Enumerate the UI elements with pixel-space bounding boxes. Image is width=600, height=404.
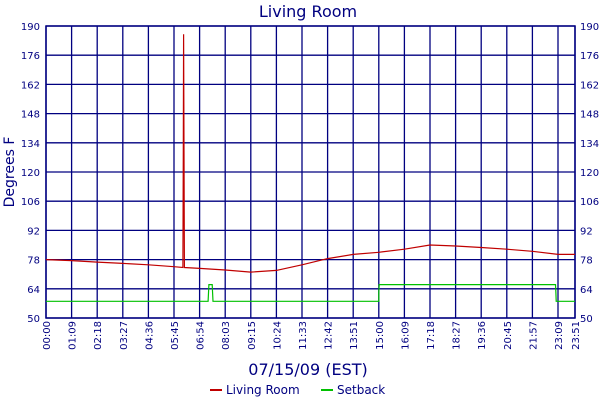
legend-label-setback: Setback	[337, 383, 385, 397]
x-tick-label: 16:09	[400, 321, 411, 350]
grid	[45, 25, 576, 319]
y-tick-label-right: 78	[580, 256, 593, 267]
y-tick-label-left: 92	[27, 226, 40, 237]
x-tick-label: 19:36	[477, 321, 488, 350]
y-tick-label-left: 78	[27, 256, 40, 267]
x-tick-label: 23:09	[554, 321, 565, 350]
chart-title: Living Room	[259, 2, 357, 21]
y-tick-labels: 50 50 64 64 78 78 92 92 106 106 120 120 134 134 148 148…	[21, 22, 599, 325]
plot-border	[45, 25, 576, 319]
y-tick-label-left: 148	[21, 110, 40, 121]
x-tick-label: 01:09	[68, 321, 79, 350]
series-lines	[45, 34, 575, 302]
x-tick-label: 15:00	[375, 321, 386, 350]
y-tick-label-right: 64	[580, 285, 593, 296]
series-line-living-room	[45, 34, 575, 273]
x-tick-label: 02:18	[93, 321, 104, 350]
x-tick-label: 13:51	[349, 321, 360, 350]
y-tick-label-right: 162	[580, 80, 599, 91]
x-tick-label: 11:33	[298, 321, 309, 350]
x-tick-label: 12:42	[324, 321, 335, 350]
x-tick-label: 21:57	[528, 321, 539, 350]
y-tick-label-left: 176	[21, 51, 40, 62]
x-tick-label: 08:03	[221, 321, 232, 350]
y-tick-label-left: 190	[21, 22, 40, 33]
legend: Living Room Setback	[210, 383, 385, 397]
y-tick-label-right: 134	[580, 139, 599, 150]
x-tick-label: 20:45	[503, 321, 514, 350]
y-tick-label-left: 162	[21, 80, 40, 91]
x-tick-label: 06:54	[196, 321, 207, 350]
y-tick-label-right: 148	[580, 110, 599, 121]
y-axis-label: Degrees F	[2, 137, 18, 208]
x-tick-label: 10:24	[272, 321, 283, 350]
x-tick-label: 23:51	[571, 321, 582, 350]
y-tick-label-left: 120	[21, 168, 40, 179]
x-tick-label: 03:27	[119, 321, 130, 350]
y-tick-label-right: 50	[580, 314, 593, 325]
x-tick-label: 09:15	[247, 321, 258, 350]
x-axis-label: 07/15/09 (EST)	[248, 360, 367, 379]
y-tick-label-left: 106	[21, 197, 40, 208]
x-tick-label: 00:00	[42, 321, 53, 350]
y-tick-label-right: 92	[580, 226, 593, 237]
y-tick-label-right: 176	[580, 51, 599, 62]
x-tick-labels: 00:00 01:09 02:18 03:27 04:36 05:45 06:54 08:03…	[42, 321, 582, 350]
x-tick-label: 18:27	[452, 321, 463, 350]
y-tick-label-right: 120	[580, 168, 599, 179]
legend-label-living-room: Living Room	[226, 383, 300, 397]
y-tick-label-right: 190	[580, 22, 599, 33]
x-tick-label: 17:18	[426, 321, 437, 350]
series-line-setback	[46, 284, 575, 302]
y-tick-label-left: 64	[27, 285, 40, 296]
y-tick-label-left: 50	[27, 314, 40, 325]
y-tick-label-right: 106	[580, 197, 599, 208]
y-tick-label-left: 134	[21, 139, 40, 150]
x-tick-label: 04:36	[144, 321, 155, 350]
x-tick-label: 05:45	[170, 321, 181, 350]
